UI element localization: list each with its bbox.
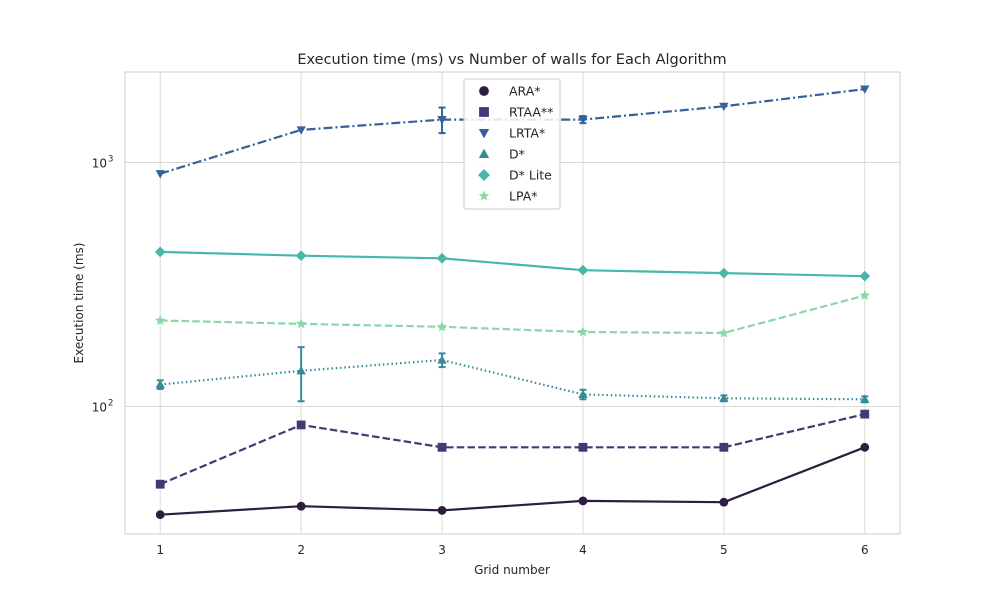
x-axis-ticks: 1 2 3 4 5 6 (156, 543, 868, 557)
chart-title: Execution time (ms) vs Number of walls f… (297, 52, 726, 68)
y-tick-base: 10 (92, 157, 107, 171)
legend: ARA* RTAA** LRTA* D* D* Lite LPA* (463, 78, 561, 210)
data-point (437, 442, 447, 452)
series-line (159, 413, 866, 486)
data-point (295, 318, 307, 329)
data-point (436, 321, 448, 332)
legend-marker (479, 86, 489, 96)
data-point (578, 115, 588, 125)
legend-entry: ARA* (479, 84, 541, 99)
series-group (154, 85, 871, 520)
legend-entry: LPA* (478, 189, 538, 204)
series-lpa- (154, 289, 871, 338)
data-point (859, 289, 871, 300)
data-point (860, 394, 870, 403)
x-tick-label: 2 (297, 543, 305, 557)
data-point (437, 115, 447, 125)
y-axis-label: Execution time (ms) (72, 243, 86, 364)
legend-label: D* (509, 147, 525, 162)
x-tick-label: 3 (438, 543, 446, 557)
legend-marker (478, 190, 490, 201)
data-point (437, 505, 447, 515)
legend-label: RTAA** (509, 105, 553, 120)
data-point (155, 170, 165, 179)
series-d- (155, 355, 870, 403)
legend-marker (479, 107, 489, 117)
y-tick-exponent: 3 (108, 155, 113, 165)
legend-label: D* Lite (509, 168, 552, 183)
data-point (154, 246, 166, 258)
x-tick-label: 1 (156, 543, 164, 557)
legend-label: LRTA* (509, 126, 545, 141)
data-point (578, 442, 588, 452)
data-point (578, 496, 588, 506)
x-axis-label: Grid number (474, 563, 550, 577)
x-tick-label: 6 (861, 543, 869, 557)
data-point (719, 442, 729, 452)
y-tick-exponent: 2 (108, 398, 113, 408)
data-point (154, 314, 166, 326)
series-line (160, 446, 866, 516)
data-point (155, 510, 165, 520)
data-point (859, 270, 871, 282)
series-rtaa- (155, 409, 870, 489)
legend-marker (478, 148, 490, 159)
legend-marker (478, 128, 490, 139)
legend-label: LPA* (509, 189, 538, 204)
data-point (155, 479, 165, 489)
data-point (860, 409, 870, 419)
y-tick-label: 10 3 (92, 155, 114, 171)
legend-entry: D* Lite (478, 168, 552, 183)
data-point (296, 501, 306, 511)
y-tick-label: 10 2 (92, 398, 114, 414)
data-point (296, 126, 306, 135)
series-line (160, 250, 865, 278)
data-point (296, 365, 306, 375)
data-point (860, 442, 870, 452)
data-point (296, 420, 306, 430)
data-point (719, 393, 729, 402)
data-point (718, 267, 730, 279)
series-d-lite (154, 246, 871, 282)
legend-entry: RTAA** (479, 105, 553, 120)
series-ara- (155, 442, 870, 520)
data-point (719, 497, 729, 507)
data-point (578, 389, 588, 399)
legend-label: ARA* (509, 84, 541, 99)
legend-marker (478, 169, 490, 181)
data-point (437, 355, 447, 364)
data-point (577, 326, 589, 337)
data-point (860, 85, 870, 94)
y-tick-base: 10 (92, 400, 107, 414)
legend-entry: D* (478, 147, 525, 162)
x-tick-label: 4 (579, 543, 587, 557)
data-point (718, 327, 730, 338)
data-point (719, 102, 729, 112)
data-point (155, 379, 165, 389)
data-point (295, 250, 307, 262)
data-point (577, 264, 589, 276)
x-tick-label: 5 (720, 543, 728, 557)
legend-entry: LRTA* (478, 126, 545, 141)
data-point (436, 252, 448, 264)
